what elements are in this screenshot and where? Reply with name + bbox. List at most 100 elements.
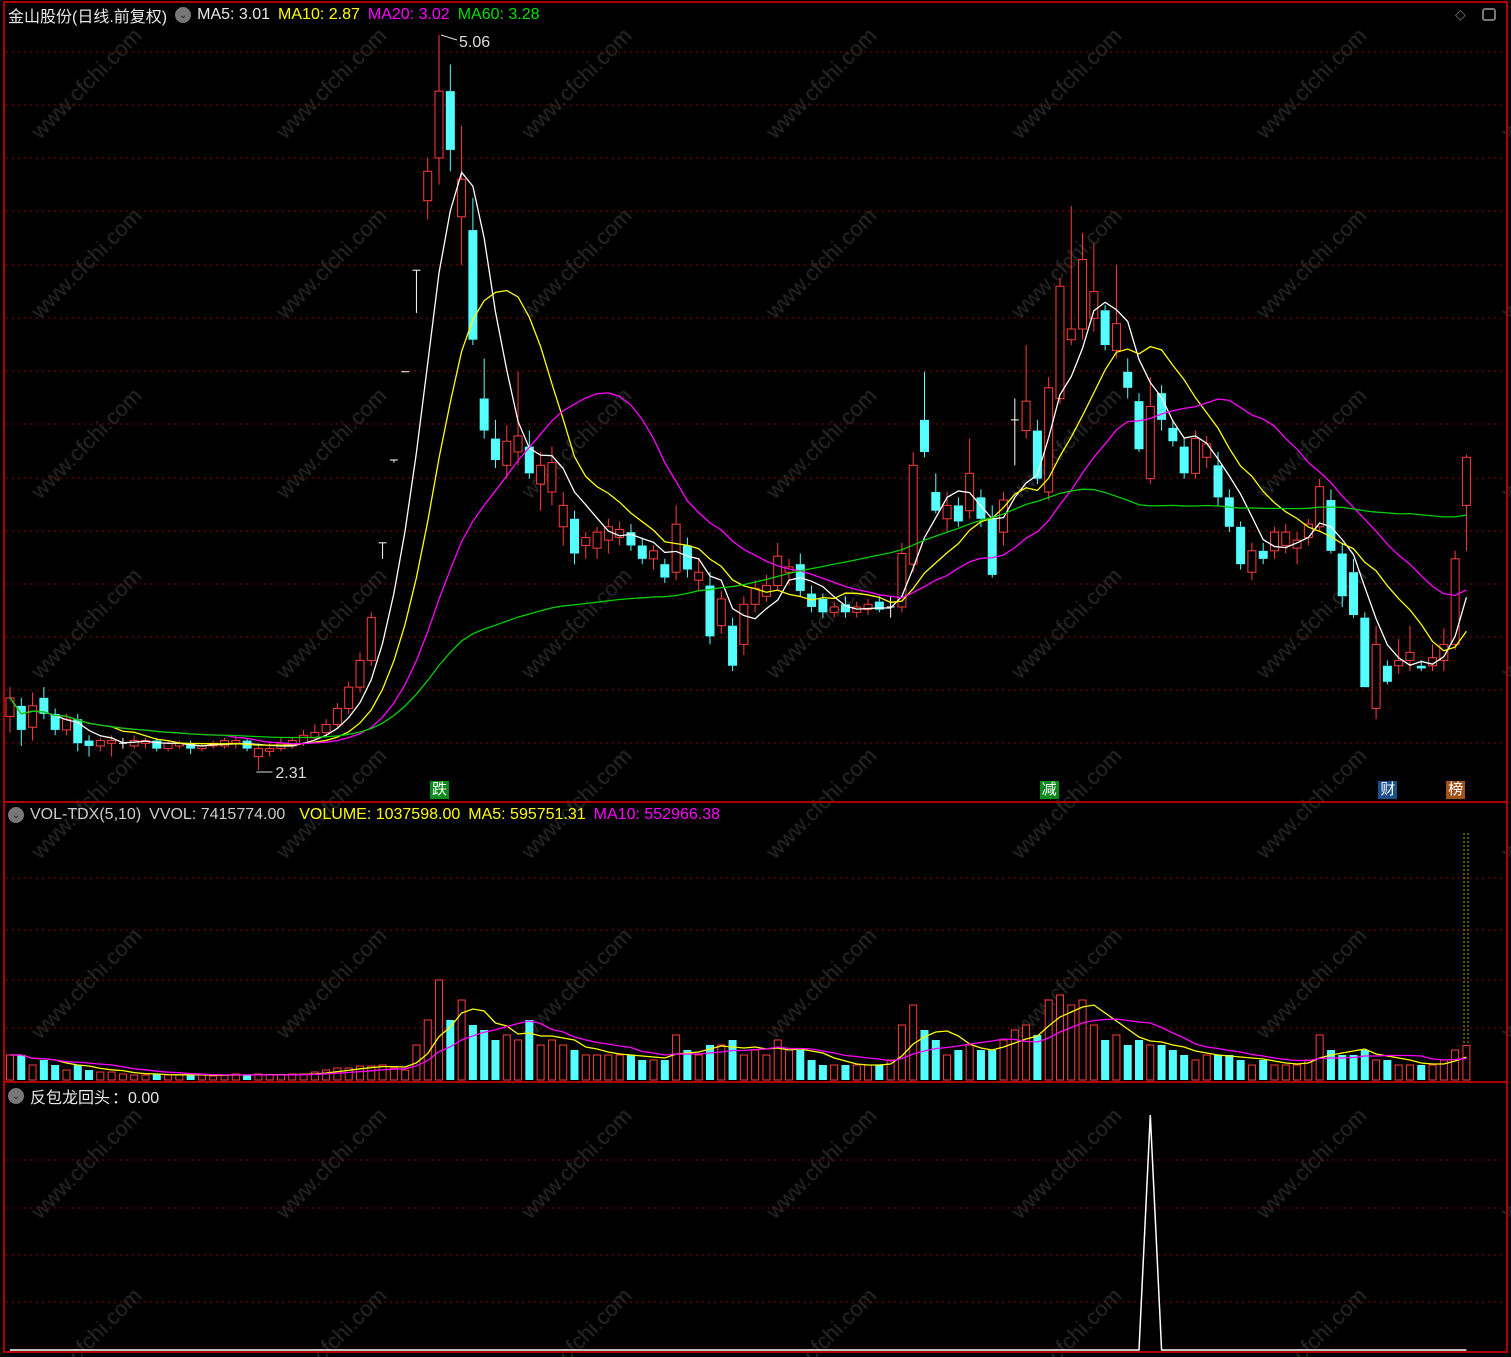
volume-bar-up [107, 1071, 116, 1081]
volume-bar-down [728, 1040, 737, 1080]
candle-body-up [750, 587, 760, 605]
candle-body-up [457, 178, 467, 218]
candle-body-down [1179, 446, 1189, 474]
candle-body-down [1416, 665, 1426, 669]
volume-bar-down [638, 1060, 647, 1080]
volume-bar-down [51, 1065, 60, 1080]
candle-body-up [547, 462, 557, 493]
chevron-down-icon[interactable]: ⌄ [8, 807, 24, 823]
candle-body-up [1247, 550, 1257, 573]
volume-bar-up [1191, 1059, 1200, 1081]
volume-bar-up [762, 1054, 771, 1081]
volume-bar-up [593, 1054, 602, 1081]
candle-body-up [231, 740, 241, 744]
volume-bar-up [333, 1067, 342, 1081]
candle-body-up [355, 659, 365, 688]
candle-body-up [773, 555, 783, 587]
volume-panel-header: ⌄ VOL-TDX(5,10) VVOL: 7415774.00 VOLUME:… [8, 804, 728, 826]
volume-ma-lines [10, 1004, 1467, 1076]
candle-body-down [479, 398, 489, 431]
volume-bar-up [1281, 1064, 1290, 1081]
event-tag-ranking[interactable]: 榜 [1446, 781, 1466, 799]
indicator-series-line [10, 1114, 1467, 1351]
candle-body-up [1405, 651, 1415, 661]
candle-body-down [1337, 553, 1347, 597]
volume-bar-down [1033, 1035, 1042, 1080]
volume-bar-up [231, 1073, 240, 1081]
candle-body-down [468, 230, 478, 340]
volume-bar-up [1055, 994, 1064, 1081]
volume-bar-up [6, 1054, 14, 1081]
diamond-icon[interactable]: ◇ [1455, 6, 1466, 22]
event-tag-drop[interactable]: 跌 [430, 781, 450, 799]
candle-body-up [694, 571, 704, 581]
volume-indicator-name: VOL-TDX(5,10) [30, 806, 142, 823]
volume-bar-up [1078, 999, 1087, 1081]
candle-body-up [502, 440, 512, 466]
candle-body-up [942, 504, 952, 520]
candle-body-down [1382, 665, 1392, 682]
volume-bar-down [841, 1065, 850, 1080]
chevron-down-icon[interactable]: ⌄ [8, 1088, 24, 1104]
candle-body-up [1281, 531, 1291, 546]
candle-body-up [1111, 323, 1121, 351]
indicator-value: ：0.00 [112, 1090, 160, 1107]
chevron-down-icon[interactable]: ⌄ [175, 7, 192, 23]
candle-body-down [1168, 427, 1178, 442]
volume-bar-down [626, 1055, 635, 1080]
candle-body-down [1157, 393, 1167, 420]
event-tag-finance[interactable]: 财 [1378, 781, 1398, 799]
candle-body-down [570, 518, 579, 554]
candle-body-up [366, 617, 376, 661]
volume-bar-down [446, 1020, 455, 1080]
volume-bar-up [1462, 1044, 1471, 1081]
volume-bar-up [1112, 1034, 1121, 1081]
ma5-value: MA5: 3.01 [197, 6, 271, 23]
candle-body-up [129, 740, 139, 747]
candle-body-up [423, 170, 433, 202]
volume-bar-down [17, 1055, 26, 1080]
indicator-name: 反包龙回头 [30, 1090, 111, 1107]
candle-body-up [536, 464, 546, 485]
volume-bar-up [130, 1074, 139, 1081]
volume-ma5-value: MA5: 595751.31 [468, 806, 586, 823]
candle-body-up [344, 686, 354, 710]
candle-body-up [1089, 291, 1099, 319]
candle-body-down [919, 419, 929, 452]
volume-bar-up [1428, 1064, 1437, 1081]
volume-bar-up [254, 1073, 263, 1081]
candle-body-down [931, 492, 941, 511]
candle-body-down [818, 598, 828, 613]
volume-bar-down [1259, 1060, 1268, 1080]
candle-body-up [332, 708, 342, 726]
volume-bar-up [1405, 1064, 1414, 1081]
volume-bar-down [683, 1050, 692, 1080]
volume-bar-up [694, 1054, 703, 1081]
event-tag-reduce[interactable]: 减 [1039, 781, 1059, 799]
ma10-value: MA10: 2.87 [278, 6, 360, 23]
volume-bar-up [62, 1069, 71, 1081]
volume-bar-down [796, 1050, 805, 1080]
volume-bar-up [672, 1034, 681, 1081]
panel-toggle-icon[interactable] [1482, 8, 1496, 21]
volume-bar-up [739, 1054, 748, 1081]
candle-body-up [1461, 456, 1471, 506]
outer-border [3, 1, 1508, 1353]
candle-body-down [39, 697, 49, 714]
candle-body-up [1190, 438, 1200, 474]
candle-body-down [728, 625, 738, 666]
candle-body-down [874, 601, 884, 610]
candle-body-down [186, 743, 196, 749]
volume-bar-down [468, 1025, 477, 1080]
volume-bar-up [378, 1064, 387, 1081]
candle-body-down [1224, 497, 1234, 527]
volume-bar-up [1022, 1024, 1031, 1081]
candle-body-down [1032, 430, 1042, 479]
volume-bar-down [1360, 1050, 1369, 1080]
candle-body-up [1371, 643, 1381, 710]
volume-bar-up [209, 1075, 218, 1081]
candle-body-up [581, 536, 591, 546]
candle-body-up [28, 705, 38, 728]
candle-body-up [897, 553, 907, 608]
